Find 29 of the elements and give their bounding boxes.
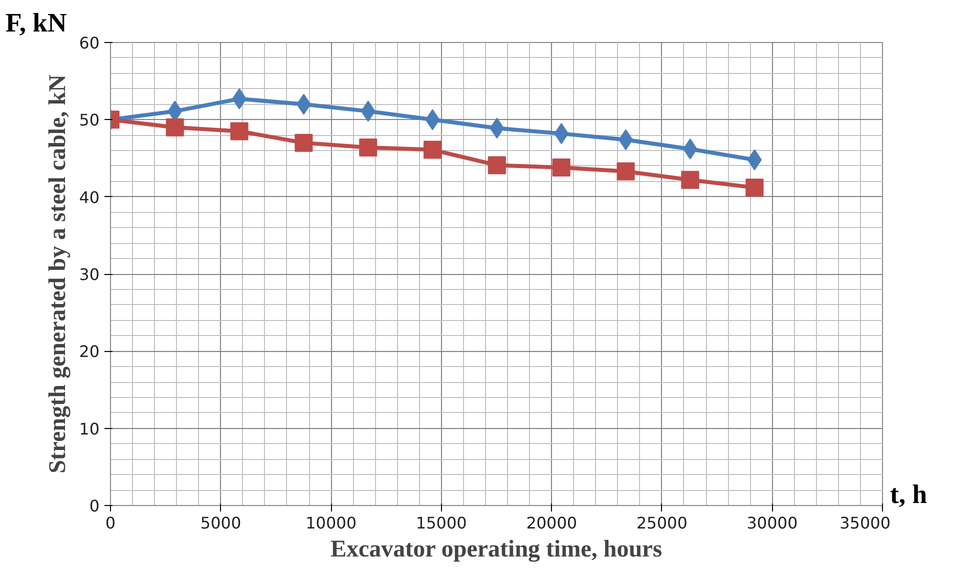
y-tick-label: 20 [79,342,100,362]
point [424,140,442,159]
text: F, kN [6,8,67,38]
x-tick-label: 15000 [416,514,467,532]
point [488,156,506,174]
text: t, h [890,478,928,511]
point [166,118,184,136]
point [746,178,764,197]
x-tick-label: 20000 [526,514,578,532]
y-axis-title: Strength generated by a steel cable, kN [45,74,72,474]
point [359,138,378,156]
point [681,170,700,189]
x-axis-title: Excavator operating time, hours [330,536,662,562]
x-tick-label: 30000 [746,514,798,532]
x-tick-label: 0 [105,514,116,532]
x-tick-label: 25000 [636,514,688,532]
point [230,122,248,140]
point [552,158,570,177]
x-tick-label: 5000 [200,514,242,532]
point [616,162,635,180]
y-tick-label: 30 [79,265,100,284]
point [294,134,313,152]
x-tick-label: 10000 [306,514,357,532]
y-tick-label: 10 [79,419,100,438]
y-tick-label: 50 [79,110,100,130]
y-tick-label: 40 [79,188,100,207]
y-tick-label: 60 [79,34,100,52]
y-tick-label: 0 [89,496,100,516]
x-tick-label: 35000 [840,514,891,532]
